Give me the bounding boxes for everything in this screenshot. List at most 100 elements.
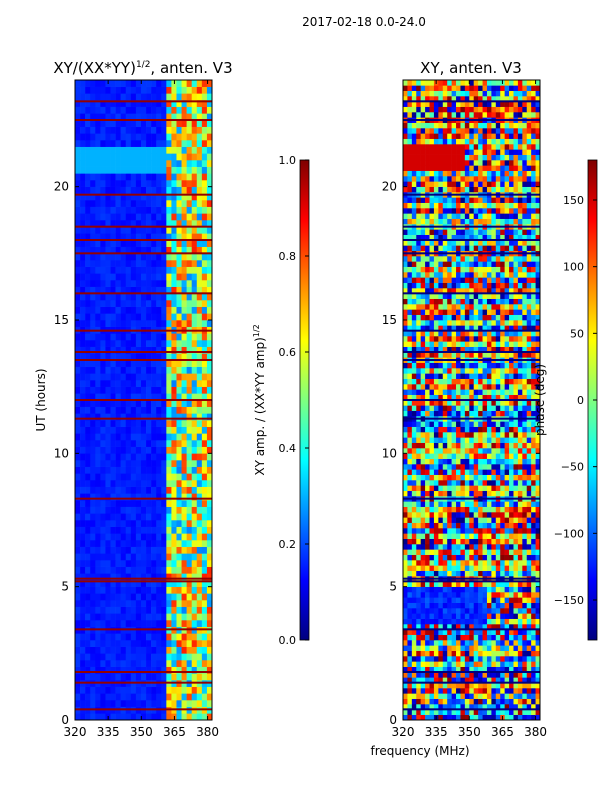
heatmap-cell <box>90 373 95 380</box>
heatmap-cell <box>474 544 479 550</box>
heatmap-cell <box>182 553 187 560</box>
heatmap-cell <box>100 173 105 180</box>
heatmap-cell <box>207 273 212 280</box>
heatmap-cell <box>116 507 121 514</box>
heatmap-cell <box>487 560 492 566</box>
heatmap-cell <box>126 713 131 720</box>
heatmap-cell <box>202 320 207 327</box>
heatmap-cell <box>171 333 176 340</box>
heatmap-cell <box>443 421 448 427</box>
heatmap-cell <box>126 420 131 427</box>
heatmap-cell <box>126 153 131 160</box>
heatmap-cell <box>456 688 461 694</box>
heatmap-cell <box>469 597 474 603</box>
heatmap-cell <box>90 367 95 374</box>
heatmap-cell <box>111 460 116 467</box>
heatmap-cell <box>447 491 452 497</box>
heatmap-cell <box>116 467 121 474</box>
heatmap-cell <box>171 693 176 700</box>
heatmap-cell <box>126 593 131 600</box>
heatmap-cell <box>176 200 181 207</box>
heatmap-cell <box>161 280 166 287</box>
heatmap-cell <box>197 473 202 480</box>
heatmap-cell <box>438 592 443 598</box>
heatmap-cell <box>136 320 141 327</box>
heatmap-cell <box>166 307 171 314</box>
heatmap-cell <box>491 571 496 577</box>
heatmap-cell <box>121 240 126 247</box>
heatmap-cell <box>156 660 161 667</box>
heatmap-cell <box>156 187 161 194</box>
heatmap-cell <box>95 633 100 640</box>
heatmap-cell <box>141 593 146 600</box>
heatmap-cell <box>460 341 465 347</box>
heatmap-cell <box>121 660 126 667</box>
heatmap-cell <box>192 480 197 487</box>
heatmap-cell <box>100 447 105 454</box>
heatmap-cell <box>487 661 492 667</box>
heatmap-cell <box>487 571 492 577</box>
heatmap-cell <box>487 448 492 454</box>
heatmap-cell <box>491 656 496 662</box>
heatmap-cell <box>131 320 136 327</box>
heatmap-cell <box>447 528 452 534</box>
heatmap-cell <box>146 533 151 540</box>
heatmap-cell <box>192 487 197 494</box>
heatmap-cell <box>121 107 126 114</box>
heatmap-cell <box>416 512 421 518</box>
heatmap-cell <box>434 517 439 523</box>
heatmap-cell <box>136 87 141 94</box>
heatmap-cell <box>85 593 90 600</box>
heatmap-cell <box>111 500 116 507</box>
heatmap-cell <box>136 713 141 720</box>
heatmap-cell <box>527 688 532 694</box>
heatmap-cell <box>100 333 105 340</box>
heatmap-cell <box>447 512 452 518</box>
heatmap-cell <box>434 411 439 417</box>
heatmap-cell <box>496 421 501 427</box>
heatmap-cell <box>156 180 161 187</box>
heatmap-cell <box>505 608 510 614</box>
heatmap-cell <box>487 688 492 694</box>
heatmap-cell <box>456 555 461 561</box>
heatmap-cell <box>105 467 110 474</box>
heatmap-cell <box>500 453 505 459</box>
heatmap-cell <box>478 405 483 411</box>
heatmap-cell <box>509 443 514 449</box>
heatmap-cell <box>161 547 166 554</box>
heatmap-cell <box>85 520 90 527</box>
heatmap-cell <box>509 699 514 705</box>
heatmap-cell <box>531 533 536 539</box>
heatmap-cell <box>151 460 156 467</box>
heatmap-cell <box>146 140 151 147</box>
heatmap-cell <box>90 93 95 100</box>
heatmap-cell <box>496 320 501 326</box>
heatmap-cell <box>522 603 527 609</box>
heatmap-cell <box>412 533 417 539</box>
heatmap-cell <box>531 661 536 667</box>
heatmap-cell <box>469 544 474 550</box>
heatmap-cell <box>75 593 80 600</box>
heatmap-cell <box>505 363 510 369</box>
heatmap-cell <box>469 699 474 705</box>
heatmap-cell <box>105 533 110 540</box>
heatmap-cell <box>85 107 90 114</box>
heatmap-cell <box>95 420 100 427</box>
heatmap-cell <box>202 360 207 367</box>
heatmap-cell <box>416 379 421 385</box>
heatmap-cell <box>90 553 95 560</box>
heatmap-cell <box>202 640 207 647</box>
heatmap-cell <box>75 300 80 307</box>
heatmap-cell <box>176 360 181 367</box>
heatmap-cell <box>111 133 116 140</box>
heatmap-cell <box>126 253 131 260</box>
heatmap-cell <box>416 715 421 721</box>
heatmap-cell <box>407 656 412 662</box>
heatmap-cell <box>182 660 187 667</box>
heatmap-cell <box>95 540 100 547</box>
heatmap-cell <box>491 432 496 438</box>
heatmap-cell <box>146 173 151 180</box>
heatmap-cell <box>80 140 85 147</box>
heatmap-cell <box>430 389 435 395</box>
heatmap-cell <box>469 693 474 699</box>
